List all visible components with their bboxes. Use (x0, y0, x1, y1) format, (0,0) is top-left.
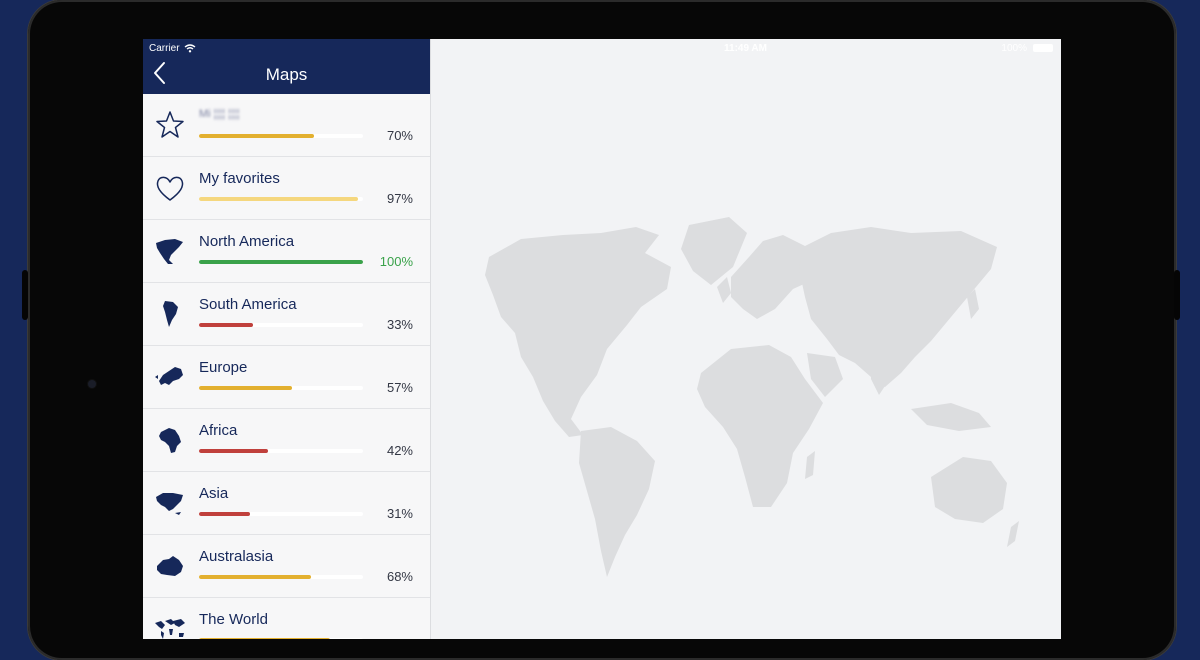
progress-bar (199, 260, 363, 264)
map-north-america (485, 227, 671, 437)
list-item-label: Africa (199, 422, 238, 439)
page-title: Maps (265, 65, 308, 84)
map-asia (799, 227, 997, 387)
category-list: Mi ¦¦¦¦ ¦¦¦¦ 70% My favorites 97% North Amer… (143, 94, 430, 639)
star-icon (153, 109, 187, 141)
progress-fill (199, 638, 331, 639)
battery-percent: 100% (1001, 43, 1027, 54)
list-item[interactable]: North America 100% (143, 220, 430, 283)
chevron-left-icon (154, 62, 165, 84)
world-map-pane (431, 57, 1061, 639)
progress-percent: 57% (386, 380, 413, 395)
map-new-zealand (1007, 521, 1019, 547)
list-item[interactable]: Europe 57% (143, 346, 430, 409)
map-uk (717, 277, 731, 303)
map-europe (731, 235, 823, 319)
progress-bar (199, 134, 363, 138)
status-bar-left: Carrier (149, 43, 196, 54)
progress-bar (199, 197, 363, 201)
progress-percent: 33% (386, 317, 413, 332)
progress-fill (199, 386, 293, 390)
progress-fill (199, 512, 250, 516)
map-australia (931, 457, 1007, 523)
progress-bar (199, 449, 363, 453)
list-item-label: South America (199, 296, 297, 313)
progress-percent: 68% (386, 569, 413, 584)
south-america-icon (153, 298, 187, 330)
map-madagascar (805, 451, 815, 479)
app-screen: Carrier Maps Mi ¦¦¦¦ ¦¦¦¦ 70% My favorites… (143, 39, 1061, 639)
back-button[interactable] (152, 61, 168, 85)
progress-percent: 100% (379, 254, 413, 269)
progress-bar (199, 575, 363, 579)
world-icon (153, 613, 187, 639)
battery-icon (1033, 44, 1053, 52)
list-item-label: Asia (199, 485, 229, 502)
status-time: 11:49 AM (724, 43, 767, 54)
progress-percent: 31% (386, 506, 413, 521)
australia-icon (153, 550, 187, 582)
list-item-label: The World (199, 611, 268, 628)
progress-percent: 42% (386, 443, 413, 458)
list-item[interactable]: The World (143, 598, 430, 639)
map-africa (697, 345, 823, 507)
map-india (871, 355, 893, 395)
carrier-label: Carrier (149, 43, 180, 54)
volume-button (22, 270, 28, 320)
list-item[interactable]: South America 33% (143, 283, 430, 346)
progress-percent: 70% (386, 128, 413, 143)
list-item[interactable]: Australasia 68% (143, 535, 430, 598)
list-item[interactable]: Mi ¦¦¦¦ ¦¦¦¦ 70% (143, 94, 430, 157)
map-japan (967, 289, 979, 319)
progress-fill (199, 134, 314, 138)
list-item-label: Australasia (199, 548, 274, 565)
status-bar-right: 11:49 AM 100% (430, 39, 1061, 57)
progress-fill (199, 197, 359, 201)
asia-icon (153, 487, 187, 519)
progress-fill (199, 449, 268, 453)
navigation-bar: Carrier Maps (143, 39, 430, 94)
progress-fill (199, 575, 311, 579)
side-button (1174, 270, 1180, 320)
africa-icon (153, 424, 187, 456)
world-map (485, 217, 1019, 577)
list-item-label: My favorites (199, 170, 280, 187)
sidebar: Carrier Maps Mi ¦¦¦¦ ¦¦¦¦ 70% My favorites… (143, 39, 431, 639)
list-item[interactable]: My favorites 97% (143, 157, 430, 220)
map-greenland (681, 217, 747, 285)
map-arabia (807, 353, 843, 397)
list-item[interactable]: Asia 31% (143, 472, 430, 535)
map-south-america (579, 427, 655, 577)
list-item-label: Europe (199, 359, 248, 376)
progress-bar (199, 638, 363, 639)
north-america-icon (153, 235, 187, 267)
progress-fill (199, 260, 363, 264)
front-camera (88, 380, 96, 388)
progress-bar (199, 323, 363, 327)
progress-fill (199, 323, 254, 327)
wifi-icon (184, 44, 195, 53)
progress-percent: 97% (386, 191, 413, 206)
map-indonesia (911, 403, 991, 431)
list-item-label: Mi ¦¦¦¦ ¦¦¦¦ (199, 108, 240, 120)
europe-icon (153, 361, 187, 393)
progress-bar (199, 386, 363, 390)
heart-icon (153, 172, 187, 204)
list-item[interactable]: Africa 42% (143, 409, 430, 472)
progress-bar (199, 512, 363, 516)
list-item-label: North America (199, 233, 295, 250)
